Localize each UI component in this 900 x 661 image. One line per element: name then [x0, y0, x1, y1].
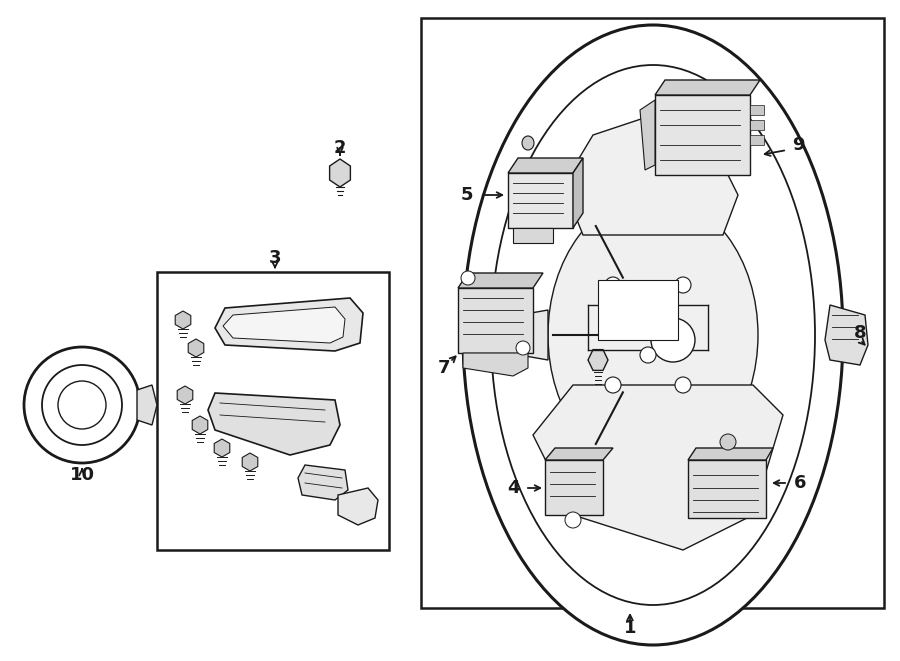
Polygon shape — [458, 288, 533, 353]
Circle shape — [565, 512, 581, 528]
Polygon shape — [508, 158, 583, 173]
Text: 3: 3 — [269, 249, 281, 267]
Bar — [750, 120, 764, 130]
Circle shape — [605, 377, 621, 393]
Polygon shape — [338, 488, 378, 525]
Bar — [750, 135, 764, 145]
Circle shape — [605, 277, 621, 293]
Circle shape — [640, 307, 656, 323]
Polygon shape — [825, 305, 868, 365]
Text: 5: 5 — [461, 186, 473, 204]
Circle shape — [42, 365, 122, 445]
Circle shape — [675, 377, 691, 393]
Polygon shape — [215, 298, 363, 351]
Polygon shape — [688, 460, 766, 518]
Polygon shape — [188, 339, 203, 357]
Bar — [598, 280, 678, 340]
Polygon shape — [329, 159, 350, 187]
Polygon shape — [137, 385, 157, 425]
Polygon shape — [655, 80, 760, 95]
Polygon shape — [513, 228, 553, 243]
Polygon shape — [655, 95, 750, 175]
Bar — [750, 105, 764, 115]
Polygon shape — [177, 386, 193, 404]
Polygon shape — [298, 465, 348, 500]
Polygon shape — [208, 393, 340, 455]
Polygon shape — [193, 416, 208, 434]
Text: 10: 10 — [69, 466, 94, 484]
Text: 8: 8 — [854, 324, 867, 342]
Bar — [421, 18, 884, 608]
Text: 6: 6 — [794, 474, 806, 492]
Polygon shape — [563, 115, 738, 235]
Polygon shape — [458, 273, 543, 288]
Polygon shape — [533, 385, 783, 550]
Circle shape — [461, 271, 475, 285]
Bar — [157, 272, 389, 550]
Circle shape — [58, 381, 106, 429]
Text: 7: 7 — [437, 359, 450, 377]
Polygon shape — [573, 158, 583, 228]
Polygon shape — [545, 448, 613, 460]
Circle shape — [675, 277, 691, 293]
Circle shape — [516, 341, 530, 355]
Ellipse shape — [491, 65, 815, 605]
Polygon shape — [640, 100, 655, 170]
Polygon shape — [688, 448, 773, 460]
Polygon shape — [491, 310, 548, 360]
Polygon shape — [242, 453, 257, 471]
Circle shape — [720, 434, 736, 450]
Circle shape — [651, 318, 695, 362]
Polygon shape — [223, 307, 345, 343]
Ellipse shape — [463, 25, 843, 645]
Ellipse shape — [548, 195, 758, 475]
Polygon shape — [545, 460, 603, 515]
Circle shape — [24, 347, 140, 463]
Polygon shape — [214, 439, 230, 457]
Polygon shape — [176, 311, 191, 329]
Ellipse shape — [522, 136, 534, 150]
Polygon shape — [508, 173, 573, 228]
Text: 9: 9 — [792, 136, 805, 154]
Text: 1: 1 — [624, 619, 636, 637]
Circle shape — [640, 347, 656, 363]
Polygon shape — [588, 350, 608, 370]
Text: 4: 4 — [507, 479, 519, 497]
Text: 2: 2 — [334, 139, 346, 157]
Polygon shape — [463, 353, 528, 376]
